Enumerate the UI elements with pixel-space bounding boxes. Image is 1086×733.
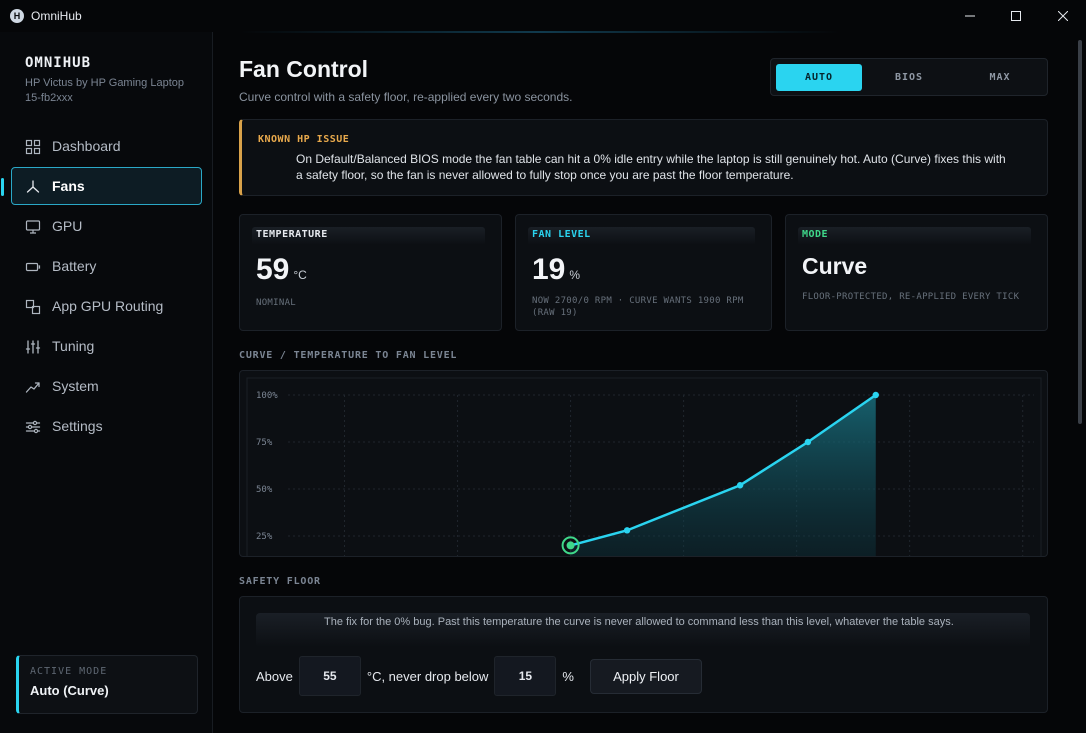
sidebar-item-system[interactable]: System [11,367,202,405]
mode-card: MODE Curve FLOOR-PROTECTED, RE-APPLIED E… [785,214,1048,331]
device-model: HP Victus by HP Gaming Laptop 15-fb2xxx [25,77,184,104]
app-logo-icon: H [10,9,24,23]
sidebar-item-label: Tuning [52,338,95,354]
sidebar-item-label: Settings [52,418,103,434]
mode-bios-button[interactable]: BIOS [894,72,924,83]
mode-auto-button[interactable]: AUTO [776,64,862,91]
settings-icon [25,419,41,435]
banner-body: On Default/Balanced BIOS mode the fan ta… [296,152,1006,182]
active-mode-label: ACTIVE MODE [30,666,108,677]
mode-label: MODE [798,227,1031,245]
title-glow-divider [240,31,840,33]
minimize-button[interactable] [947,0,993,32]
active-mode-panel: ACTIVE MODE Auto (Curve) [16,655,198,714]
mode-detail: FLOOR-PROTECTED, RE-APPLIED EVERY TICK [802,292,1020,302]
page-subtitle: Curve control with a safety floor, re-ap… [239,90,573,104]
fan-curve-svg[interactable]: 100% 75% 50% 25% [240,371,1048,557]
current-point-ring [561,536,580,555]
temperature-unit: °C [293,268,307,282]
sidebar-item-label: Dashboard [52,138,121,154]
sidebar-item-gpu[interactable]: GPU [11,207,202,245]
fan-curve-chart[interactable]: 100% 75% 50% 25% [239,370,1048,557]
safety-floor-hint: The fix for the 0% bug. Past this temper… [324,616,954,628]
sidebar-item-label: App GPU Routing [52,298,164,314]
routing-icon [25,299,41,315]
mode-max-button[interactable]: MAX [989,72,1011,83]
battery-icon [25,259,41,275]
sidebar-item-settings[interactable]: Settings [11,407,202,445]
fan-level-unit: % [569,268,581,282]
sidebar-item-label: System [52,378,99,394]
percent-label: % [562,668,574,684]
mode-value: Curve [802,253,868,279]
sidebar: OMNIHUB HP Victus by HP Gaming Laptop 15… [0,32,213,733]
floor-controls: Above °C, never drop below % Apply Floor [256,656,702,696]
temperature-value: 59 [256,253,290,286]
maximize-button[interactable] [993,0,1039,32]
curve-point [872,391,879,399]
y-tick-label: 100% [256,391,278,401]
sidebar-item-label: Fans [52,178,85,194]
sidebar-item-fans[interactable]: Fans [1,167,202,205]
page-title: Fan Control [239,56,369,82]
never-drop-label: °C, never drop below [366,668,489,684]
active-mode-value: Auto (Curve) [30,683,109,698]
sidebar-item-label: GPU [52,218,83,234]
y-tick-label: 25% [256,532,273,542]
active-indicator [1,178,4,196]
scrollbar-thumb[interactable] [1078,40,1082,424]
fan-level-value-wrap: 19% [532,253,580,287]
sidebar-item-dashboard[interactable]: Dashboard [11,127,202,165]
y-tick-label: 50% [256,485,273,495]
sidebar-item-tuning[interactable]: Tuning [11,327,202,365]
fan-rpm-detail: NOW 2700/0 RPM · CURVE WANTS 1900 RPM (R… [532,296,744,318]
floor-temperature-input[interactable] [298,656,361,696]
window-title: OmniHub [31,9,82,23]
apply-floor-button[interactable]: Apply Floor [589,658,702,694]
floor-level-input[interactable] [494,656,557,696]
y-tick-label: 75% [256,438,273,448]
safety-floor-label: SAFETY FLOOR [239,576,321,587]
close-button[interactable] [1040,0,1086,32]
brand-name: OMNIHUB [25,55,92,71]
grid-icon [25,139,41,155]
sidebar-item-label: Battery [52,258,97,274]
sidebar-nav: Dashboard Fans GPU Battery App GPU Ro [1,127,202,447]
curve-point [623,527,631,534]
temperature-label: TEMPERATURE [252,227,485,245]
fan-level-value: 19 [532,253,566,286]
main-scrollbar[interactable] [1075,32,1086,733]
sidebar-item-app-gpu-routing[interactable]: App GPU Routing [11,287,202,325]
fan-level-label: FAN LEVEL [528,227,755,245]
banner-title: KNOWN HP ISSUE [258,134,350,145]
hint-background [256,613,1030,647]
plot-frame [246,377,1042,556]
known-issue-banner: KNOWN HP ISSUE On Default/Balanced BIOS … [239,119,1048,196]
curve-point [736,482,744,489]
minimize-icon [965,15,975,17]
temperature-status: NOMINAL [256,298,297,308]
curve-area [570,395,876,556]
fan-icon [25,179,41,195]
monitor-icon [25,219,41,235]
sidebar-item-battery[interactable]: Battery [11,247,202,285]
title-bar: H OmniHub [0,0,1086,33]
maximize-icon [1011,11,1021,21]
close-icon [1058,11,1068,21]
above-label: Above [256,668,293,684]
trend-icon [25,379,41,395]
temperature-card: TEMPERATURE 59 °C NOMINAL [239,214,502,331]
fan-level-card: FAN LEVEL 19% NOW 2700/0 RPM · CURVE WAN… [515,214,772,331]
current-point [566,541,575,550]
temperature-value-wrap: 59 °C [256,253,307,287]
fan-mode-selector: AUTO BIOS MAX [770,58,1048,96]
safety-floor-panel: The fix for the 0% bug. Past this temper… [239,596,1048,713]
curve-section-label: CURVE / TEMPERATURE TO FAN LEVEL [239,350,458,361]
curve-point [804,438,812,446]
sliders-icon [25,339,41,355]
